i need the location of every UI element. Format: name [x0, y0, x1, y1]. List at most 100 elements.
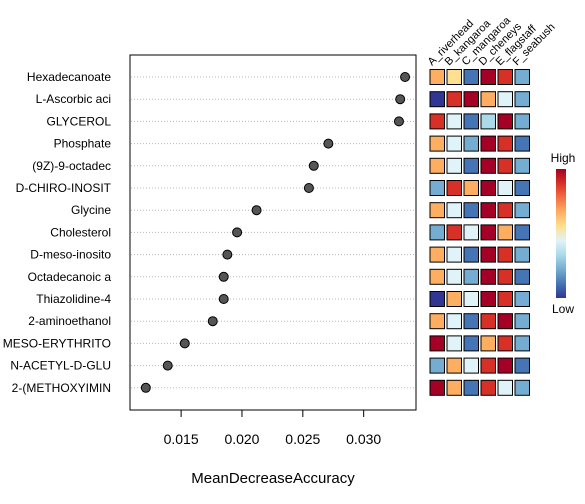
heatmap-cell [446, 157, 462, 174]
heatmap-cell [446, 224, 462, 241]
heatmap-cell [497, 202, 513, 219]
data-point [162, 360, 173, 371]
heatmap-cell [514, 135, 530, 152]
heatmap-cell [480, 91, 496, 108]
heatmap-cell [446, 180, 462, 196]
heatmap-cell [429, 135, 445, 152]
heatmap-cell [497, 379, 513, 396]
data-point [303, 183, 314, 193]
data-point [400, 72, 411, 82]
data-point [207, 316, 218, 327]
heatmap-cell [446, 202, 462, 219]
heatmap-cell [463, 69, 479, 85]
heatmap-cell [446, 268, 462, 285]
heatmap-cell [480, 202, 496, 219]
heatmap-cell [463, 291, 479, 307]
x-axis-title: MeanDecreaseAccuracy [191, 470, 355, 487]
feature-label: 2-(METHOXYIMIN [12, 381, 111, 395]
data-point [251, 205, 262, 216]
heatmap-cell [429, 291, 445, 307]
feature-label: Thiazolidine-4 [36, 292, 111, 306]
heatmap-cell [429, 113, 445, 130]
heatmap-cell [429, 157, 445, 174]
heatmap-cell [480, 69, 496, 85]
feature-label: Phosphate [54, 137, 112, 151]
heatmap-cell [514, 202, 530, 219]
heatmap-cell [480, 379, 496, 396]
heatmap-cell [446, 291, 462, 307]
heatmap-cell [480, 113, 496, 130]
feature-label: Glycine [71, 203, 111, 217]
data-points [140, 72, 411, 393]
data-point [222, 249, 233, 260]
feature-label: Cholesterol [50, 225, 111, 239]
data-point [308, 160, 319, 171]
feature-label: Hexadecanoate [27, 70, 111, 84]
heatmap-cell [480, 291, 496, 307]
x-axis: 0.015 0.020 0.025 0.030 [164, 409, 381, 447]
heatmap-cell [514, 113, 530, 130]
heatmap-cell [514, 291, 530, 307]
feature-labels: Hexadecanoate L-Ascorbic aci GLYCEROL Phosp… [3, 70, 112, 395]
heatmap-cell [514, 379, 530, 396]
heatmap-cell [463, 224, 479, 241]
heatmap-cell [463, 357, 479, 374]
heatmap-cell [480, 224, 496, 241]
heatmap-cell [514, 91, 530, 108]
data-point [218, 294, 229, 304]
heatmap-cell [497, 291, 513, 307]
data-point [218, 271, 229, 282]
color-legend: High Low [551, 151, 576, 316]
feature-label: (9Z)-9-octadec [32, 159, 111, 173]
data-point [140, 382, 151, 393]
x-tick-label: 0.025 [285, 431, 320, 447]
feature-label: L-Ascorbic aci [36, 92, 111, 106]
heatmap-cell [497, 357, 513, 374]
heatmap-cell [463, 91, 479, 108]
feature-label: 2-aminoethanol [28, 314, 111, 328]
heatmap-cell [463, 313, 479, 330]
heatmap-cell [514, 335, 530, 352]
heatmap-cell [463, 157, 479, 174]
heatmap-cell [480, 180, 496, 196]
feature-label: D-CHIRO-INOSIT [16, 181, 112, 195]
heatmap-cell [497, 91, 513, 108]
data-point [395, 94, 406, 105]
heatmap-cell [446, 91, 462, 108]
data-point [232, 227, 243, 238]
feature-label: N-ACETYL-D-GLU [10, 359, 111, 373]
heatmap-cell [463, 268, 479, 285]
heatmap-cell [446, 313, 462, 330]
heatmap-cell [514, 313, 530, 330]
heatmap-cell [446, 379, 462, 396]
heatmap-cell [480, 313, 496, 330]
heatmap-cell [446, 357, 462, 374]
heatmap-cell [463, 202, 479, 219]
legend-high-label: High [551, 151, 576, 165]
heatmap-cell [429, 357, 445, 374]
heatmap-cell [497, 69, 513, 85]
heatmap-cell [480, 268, 496, 285]
heatmap-cell [429, 202, 445, 219]
data-point [179, 338, 190, 349]
heatmap-cell [429, 379, 445, 396]
heatmap-cell [480, 357, 496, 374]
heatmap-cell [446, 135, 462, 152]
gridlines [131, 76, 415, 389]
color-legend-bar [556, 169, 566, 298]
heatmap-cell [497, 180, 513, 196]
heatmap-cell [446, 335, 462, 352]
heatmap-cell [480, 135, 496, 152]
x-tick-label: 0.020 [224, 431, 259, 447]
heatmap-cell [429, 268, 445, 285]
heatmap-cell [480, 335, 496, 352]
heatmap-cell [497, 246, 513, 263]
heatmap-cell [497, 313, 513, 330]
heatmap-cell [463, 335, 479, 352]
heatmap-cell [463, 379, 479, 396]
heatmap-cell [514, 180, 530, 196]
heatmap-cell [429, 69, 445, 85]
heatmap [429, 69, 530, 396]
heatmap-cell [497, 224, 513, 241]
heatmap-cell [463, 135, 479, 152]
